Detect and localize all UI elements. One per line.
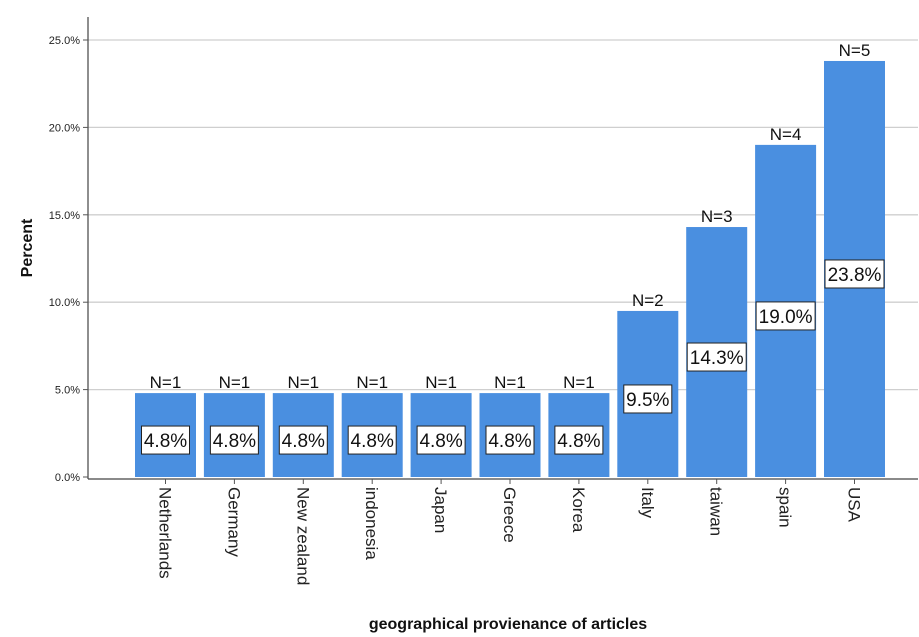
bar-count-label: N=2 [632, 291, 664, 310]
bars [135, 60, 885, 477]
y-tick-label: 10.0% [49, 297, 80, 309]
bar-count-label: N=1 [150, 373, 182, 392]
bar-count-label: N=1 [356, 373, 388, 392]
value-label: 23.8% [828, 265, 882, 286]
data-labels: N=1 4.8% N=1 4.8% N=1 4.8% N=1 4.8% N=1 4.8% N=1 4.… [141, 41, 885, 455]
bar-count-label: N=1 [494, 373, 526, 392]
y-tick-labels: 0.0% 5.0% 10.0% 15.0% 20.0% 25.0% [49, 35, 88, 484]
bar-count-label: N=1 [287, 373, 319, 392]
value-label: 9.5% [626, 390, 669, 411]
bar-count-label: N=1 [219, 373, 251, 392]
value-label: 14.3% [690, 348, 744, 369]
y-tick-label: 25.0% [49, 35, 80, 47]
value-label-box [278, 425, 328, 455]
value-label: 4.8% [282, 431, 325, 452]
value-label: 4.8% [557, 431, 600, 452]
x-tick-label: Japan [431, 487, 450, 533]
bar-count-label: N=4 [770, 125, 802, 144]
value-label-box [416, 425, 466, 455]
x-tick-label: Netherlands [156, 487, 175, 579]
value-label: 4.8% [144, 431, 187, 452]
x-tick-label: taiwan [707, 487, 726, 536]
y-tick-label: 0.0% [55, 472, 80, 484]
bar-count-label: N=3 [701, 207, 733, 226]
x-tick-label: spain [776, 487, 795, 528]
bar-count-label: N=1 [425, 373, 457, 392]
x-tick-labels: Netherlands Germany New zealand indonesia Ja… [156, 479, 864, 585]
x-tick-label: USA [845, 487, 864, 523]
value-label-box [686, 342, 747, 372]
axes [87, 17, 918, 480]
value-label-box [141, 425, 190, 455]
x-tick-label: Greece [500, 487, 519, 543]
value-label: 4.8% [351, 431, 394, 452]
value-label: 4.8% [213, 431, 256, 452]
x-tick-label: Germany [224, 487, 243, 557]
y-tick-label: 15.0% [49, 210, 80, 222]
x-tick-label: indonesia [362, 487, 381, 560]
value-label-box [623, 384, 673, 414]
x-tick-label: Italy [638, 487, 657, 519]
y-tick-label: 5.0% [55, 385, 80, 397]
value-label: 4.8% [488, 431, 531, 452]
y-tick-label: 20.0% [49, 122, 80, 134]
value-label: 19.0% [759, 307, 813, 328]
value-label-box [209, 425, 259, 455]
value-label: 4.8% [419, 431, 462, 452]
value-label-box [824, 259, 885, 289]
value-label-box [755, 301, 816, 331]
x-axis-title: geographical provienance of articles [369, 616, 647, 633]
bar-count-label: N=5 [839, 41, 871, 60]
y-axis-title: Percent [19, 218, 36, 277]
value-label-box [554, 425, 604, 455]
x-tick-label: New zealand [293, 487, 312, 585]
value-label-box [485, 425, 535, 455]
value-label-box [347, 425, 397, 455]
x-tick-label: Korea [569, 487, 588, 533]
bar-count-label: N=1 [563, 373, 595, 392]
